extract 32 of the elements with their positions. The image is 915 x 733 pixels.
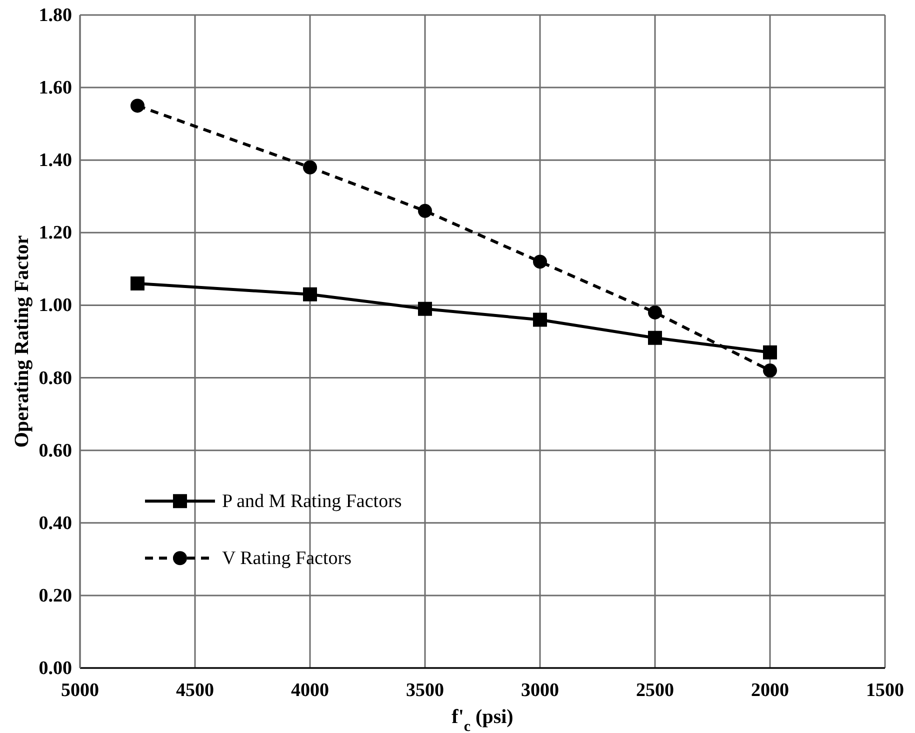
x-tick-label: 5000 xyxy=(61,680,99,701)
point xyxy=(763,364,777,378)
point xyxy=(130,276,144,290)
x-tick-label: 3500 xyxy=(406,680,444,701)
y-tick-label: 1.20 xyxy=(38,222,72,244)
point xyxy=(130,98,144,113)
x-tick-label: 2500 xyxy=(636,680,674,701)
y-tick-label: 1.40 xyxy=(38,150,72,172)
point xyxy=(303,287,317,302)
point xyxy=(303,160,317,174)
x-tick-label: 1500 xyxy=(866,680,904,701)
x-tick-label: 3000 xyxy=(521,680,559,701)
point xyxy=(418,204,432,218)
y-tick-label: 1.60 xyxy=(38,78,72,99)
x-tick-label: 4000 xyxy=(291,680,329,701)
y-tick-label: 0.40 xyxy=(38,512,72,534)
y-tick-label: 1.80 xyxy=(38,5,72,26)
point xyxy=(648,330,662,345)
y-tick-label: 0.60 xyxy=(38,440,72,462)
x-axis-title: f'$_{c}$ (psi) xyxy=(452,706,514,733)
point xyxy=(648,305,662,320)
point xyxy=(533,254,547,269)
y-axis-title: Operating Rating Factor xyxy=(11,235,33,448)
x-tick-label: 4500 xyxy=(176,680,214,701)
point xyxy=(533,312,547,327)
y-tick-label: 0.80 xyxy=(38,368,72,389)
y-tick-label: 1.00 xyxy=(38,295,72,316)
x-tick-label: 2000 xyxy=(751,680,789,701)
y-tick-label: 0.20 xyxy=(38,585,72,606)
y-tick-label: 0.00 xyxy=(38,658,72,679)
point xyxy=(763,345,777,360)
point xyxy=(418,302,432,316)
